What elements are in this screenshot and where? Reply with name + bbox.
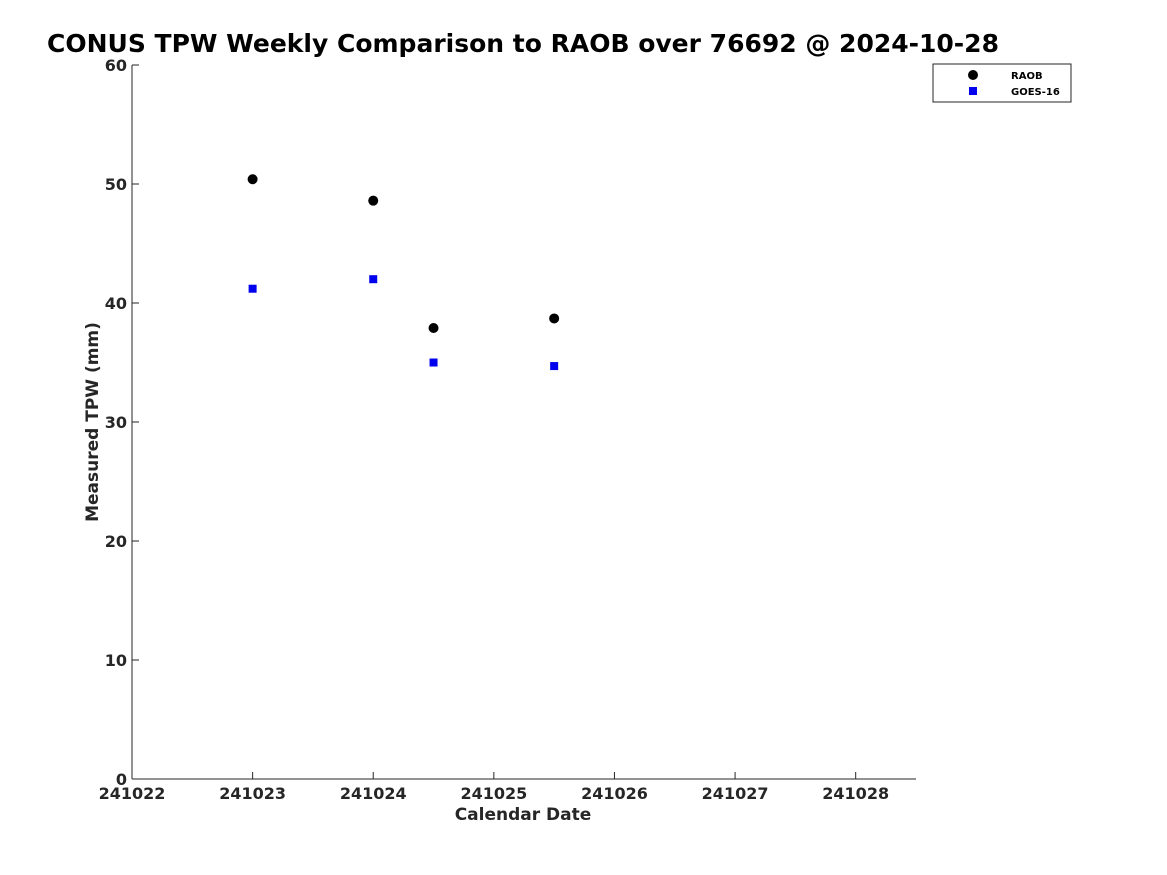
- x-tick-label: 241028: [822, 784, 889, 803]
- y-tick-label: 30: [105, 413, 127, 432]
- y-axis-label: Measured TPW (mm): [83, 322, 103, 522]
- x-ticks: 241022 241023 241024 241025 241026 241027 2410…: [99, 772, 889, 803]
- legend-goes-16-marker: [969, 87, 977, 95]
- y-tick-label: 0: [116, 770, 127, 789]
- axes: [131, 65, 916, 780]
- y-tick-label: 40: [105, 294, 127, 313]
- y-tick-label: 60: [105, 56, 127, 75]
- x-tick-label: 241023: [219, 784, 286, 803]
- goes-16-point: [369, 275, 378, 284]
- x-tick-label: 241022: [99, 784, 166, 803]
- data-points: [247, 174, 560, 371]
- raob-point: [549, 313, 560, 324]
- legend: RAOB GOES-16: [932, 63, 1072, 103]
- y-ticks: 0 10 20 30 40 50 60: [105, 56, 139, 789]
- y-tick-label: 50: [105, 175, 127, 194]
- x-tick-label: 241025: [460, 784, 527, 803]
- legend-goes-16-label: GOES-16: [1011, 87, 1060, 98]
- x-axis-label: Calendar Date: [455, 805, 592, 825]
- raob-point: [247, 174, 258, 185]
- legend-raob-label: RAOB: [1011, 71, 1043, 82]
- raob-point: [428, 322, 439, 333]
- x-tick-label: 241026: [581, 784, 648, 803]
- goes-16-point: [429, 358, 438, 367]
- legend-box: [932, 63, 1072, 103]
- y-tick-label: 10: [105, 651, 127, 670]
- goes-16-point: [248, 284, 257, 293]
- x-tick-label: 241027: [702, 784, 769, 803]
- y-tick-label: 20: [105, 532, 127, 551]
- legend-raob-marker: [968, 70, 978, 80]
- x-tick-label: 241024: [340, 784, 407, 803]
- raob-point: [368, 195, 379, 206]
- goes-16-point: [550, 362, 559, 371]
- chart-title: CONUS TPW Weekly Comparison to RAOB over…: [47, 29, 999, 58]
